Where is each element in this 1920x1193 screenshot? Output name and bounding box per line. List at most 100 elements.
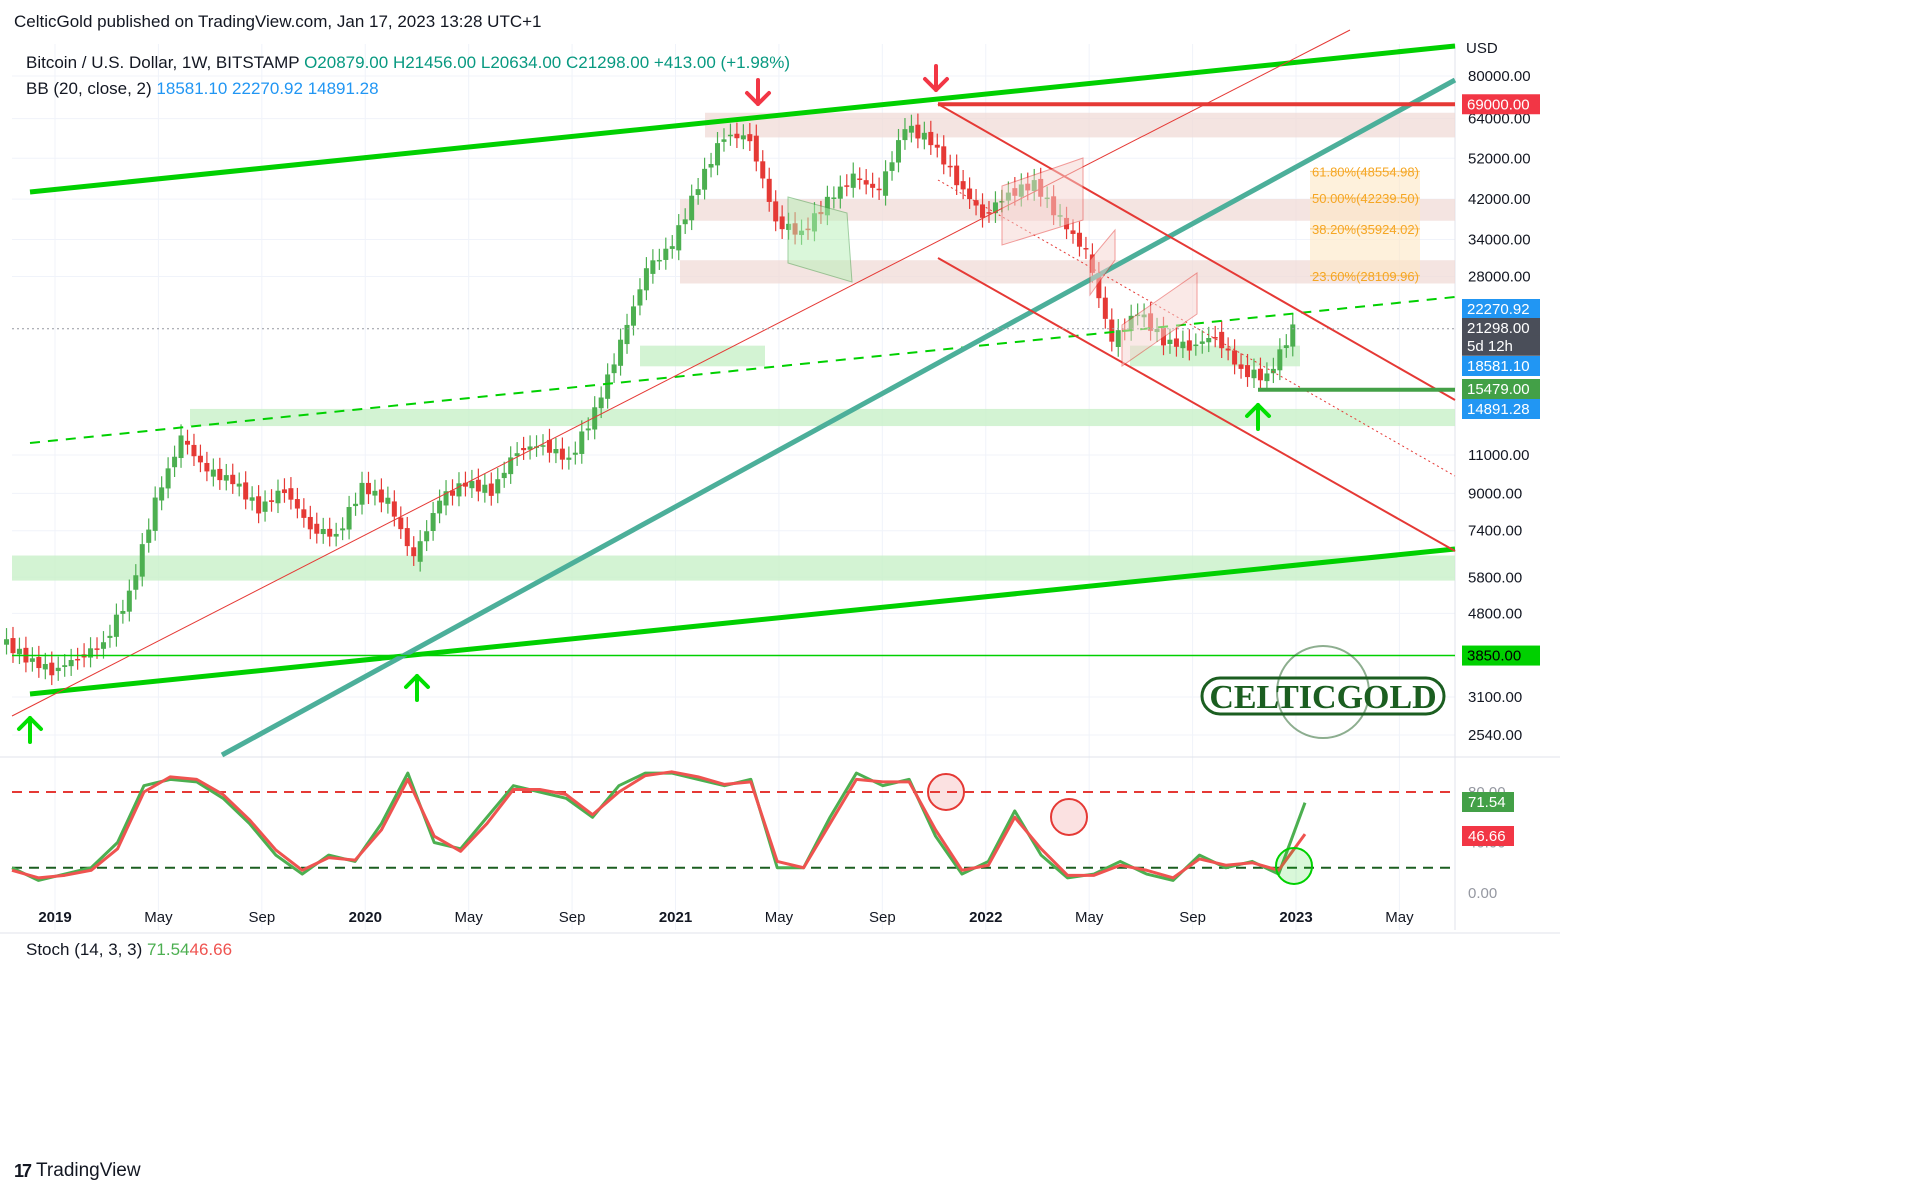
price-tick-label: 64000.00 (1468, 111, 1531, 128)
price-tick-label: 4800.00 (1468, 605, 1522, 622)
candle-body (695, 189, 701, 195)
time-tick-label: May (454, 909, 483, 926)
chart-legend: Bitcoin / U.S. Dollar, 1W, BITSTAMP O208… (26, 50, 790, 102)
zones (12, 112, 1455, 581)
candle-body (42, 663, 48, 670)
candle-body (928, 131, 934, 146)
candle-body (424, 531, 430, 542)
candle-body (1076, 232, 1082, 247)
candle-body (365, 482, 371, 495)
candle-body (243, 482, 249, 500)
candle-body (294, 499, 300, 509)
close-value: C21298.00 (565, 53, 650, 72)
price-badge-label: 14891.28 (1467, 401, 1530, 418)
price-tick-label: 34000.00 (1468, 231, 1531, 248)
candle-body (572, 452, 578, 455)
candle-body (353, 503, 359, 507)
candle-body (682, 219, 688, 225)
candle-body (663, 248, 669, 260)
candle-body (656, 259, 662, 262)
candle-body (1109, 319, 1115, 342)
candle-body (94, 648, 100, 650)
candle-body (508, 457, 514, 475)
arrow-up-head (1245, 403, 1271, 418)
price-badge (1462, 318, 1540, 338)
bear-flag (1001, 157, 1084, 246)
fibonacci-label: 50.00%(42239.50) (1312, 191, 1419, 206)
candle-body (740, 135, 746, 140)
candle-body (773, 201, 779, 222)
candle-body (1238, 364, 1244, 369)
time-tick-label: 2021 (659, 909, 692, 926)
candle-body (359, 482, 365, 505)
candle-body (178, 435, 184, 459)
candle-body (954, 165, 960, 186)
candle-body (1115, 330, 1121, 347)
candle-body (1180, 341, 1186, 349)
candle-body (605, 374, 611, 399)
candle-body (4, 639, 10, 645)
fibonacci-levels: 61.80%(48554.98) 50.00%(42239.50) 38.20%(3… (1310, 164, 1420, 284)
candle-body (1290, 324, 1296, 347)
time-tick-label: May (1075, 909, 1104, 926)
candle-body (850, 173, 856, 188)
candle-body (611, 364, 617, 374)
candle-body (314, 523, 320, 534)
candle-body (857, 178, 863, 181)
candle-body (650, 260, 656, 274)
candle-body (708, 164, 714, 168)
candle-body (133, 575, 139, 590)
symbol-title[interactable]: Bitcoin / U.S. Dollar, 1W, BITSTAMP (26, 53, 300, 72)
candle-body (689, 195, 695, 221)
candle-body (75, 658, 81, 661)
candle-body (676, 225, 682, 251)
candle-body (876, 188, 882, 191)
candle-body (68, 660, 74, 667)
price-badge-label: 21298.00 (1467, 320, 1530, 337)
candle-body (62, 665, 68, 667)
candle-body (391, 501, 397, 517)
arrow-up-head (404, 674, 430, 689)
candle-body (1186, 340, 1192, 351)
time-tick-label: 2020 (349, 909, 382, 926)
candle-body (139, 544, 145, 577)
candle-body (889, 162, 895, 171)
candle-body (501, 472, 507, 479)
tradingview-brand[interactable]: 17 TradingView (14, 1160, 141, 1182)
publish-info: CelticGold published on TradingView.com,… (14, 12, 542, 31)
candle-body (275, 490, 281, 504)
candle-body (269, 500, 275, 502)
price-badge (1462, 335, 1540, 356)
arrow-down-head (745, 91, 771, 106)
candle-body (1219, 331, 1225, 349)
candle-body (618, 339, 624, 366)
candle-body (152, 497, 158, 531)
candle-body (100, 642, 106, 649)
time-tick-label: 2023 (1279, 909, 1312, 926)
candle-body (669, 246, 675, 249)
candle-body (249, 497, 255, 501)
candle-body (1225, 348, 1231, 351)
candle-body (883, 171, 889, 196)
bb-title[interactable]: BB (20, close, 2) (26, 79, 152, 98)
candle-body (55, 667, 61, 672)
fibonacci-box (1310, 171, 1420, 276)
candle-body (921, 132, 927, 140)
high-value: H21456.00 (392, 53, 477, 72)
price-badge (1462, 379, 1540, 399)
candle-body (281, 489, 287, 493)
candle-body (779, 216, 785, 230)
time-tick-label: Sep (1179, 909, 1206, 926)
candle-body (29, 658, 35, 662)
stoch-title[interactable]: Stoch (14, 3, 3) (26, 940, 143, 959)
price-badge (1462, 356, 1540, 376)
candle-body (540, 445, 546, 447)
bear-flag (1121, 272, 1198, 367)
price-tick-label: 5800.00 (1468, 569, 1522, 586)
celtic-knot-icon (1276, 645, 1370, 739)
celticgold-logo: CELTICGOLD (1200, 645, 1446, 739)
candle-body (915, 124, 921, 139)
arrow-down-head (923, 77, 949, 92)
candle-body (210, 469, 216, 477)
